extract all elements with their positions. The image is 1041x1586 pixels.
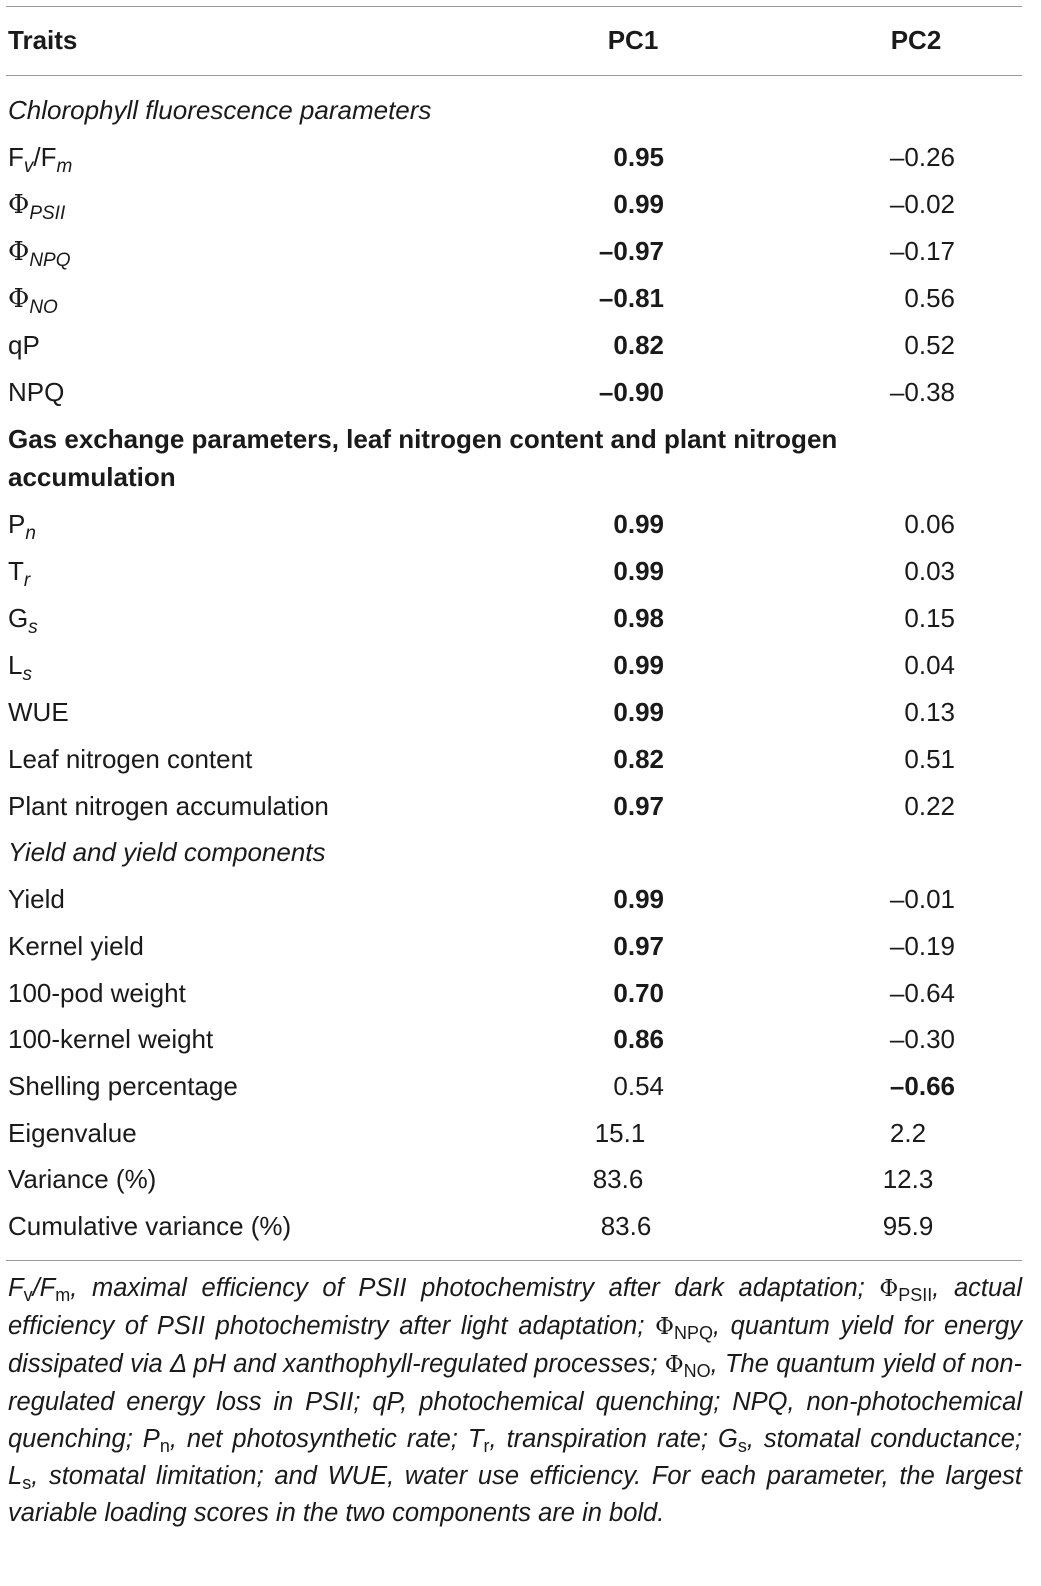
pc1-value: 0.95 bbox=[613, 142, 664, 172]
table-row: 100-pod weight 0.70 –0.64 bbox=[0, 970, 1041, 1017]
trait-label: 100-pod weight bbox=[8, 978, 186, 1008]
pc2-value: –0.38 bbox=[889, 377, 955, 407]
trait-label: 100-kernel weight bbox=[8, 1024, 214, 1054]
table-row: Ls 0.99 0.04 bbox=[0, 642, 1041, 689]
trait-label: NPQ bbox=[8, 377, 65, 407]
table-row: Eigenvalue 15.1 2.2 bbox=[0, 1110, 1041, 1157]
table-row: Cumulative variance (%) 83.6 95.9 bbox=[0, 1203, 1041, 1250]
pc1-value: 0.82 bbox=[613, 744, 664, 774]
pc1-value: 0.82 bbox=[613, 330, 664, 360]
section-title: Chlorophyll fluorescence parameters bbox=[8, 95, 432, 125]
table-row: ΦNO –0.81 0.56 bbox=[0, 275, 1041, 322]
trait-label: Eigenvalue bbox=[8, 1118, 137, 1148]
trait-label: Ls bbox=[8, 650, 32, 685]
pc2-value: –0.64 bbox=[889, 978, 955, 1008]
table-row: Gs 0.98 0.15 bbox=[0, 595, 1041, 642]
pc2-value: –0.02 bbox=[889, 189, 955, 219]
table-row: Fv/Fm 0.95 –0.26 bbox=[0, 134, 1041, 181]
pc1-value: 0.99 bbox=[613, 556, 664, 586]
trait-label: ΦNO bbox=[8, 284, 58, 318]
pc2-value: 0.51 bbox=[904, 744, 955, 774]
table-row: 100-kernel weight 0.86 –0.30 bbox=[0, 1016, 1041, 1063]
table-row: Shelling percentage 0.54 –0.66 bbox=[0, 1063, 1041, 1110]
trait-label: Variance (%) bbox=[8, 1164, 157, 1194]
pc2-value: 0.06 bbox=[904, 509, 955, 539]
pc1-value: 0.86 bbox=[613, 1024, 664, 1054]
pc1-value: 0.99 bbox=[613, 884, 664, 914]
table-row: Plant nitrogen accumulation 0.97 0.22 bbox=[0, 783, 1041, 830]
pc2-value: 0.52 bbox=[904, 330, 955, 360]
pc2-value: 2.2 bbox=[889, 1118, 927, 1148]
pc1-value: 0.99 bbox=[613, 650, 664, 680]
pc2-value: 0.03 bbox=[904, 556, 955, 586]
table-row: Tr 0.99 0.03 bbox=[0, 548, 1041, 595]
trait-label: Kernel yield bbox=[8, 931, 144, 961]
table-row: Yield 0.99 –0.01 bbox=[0, 876, 1041, 923]
table-row: Pn 0.99 0.06 bbox=[0, 501, 1041, 548]
pc2-value: –0.26 bbox=[889, 142, 955, 172]
pc2-value: –0.30 bbox=[889, 1024, 955, 1054]
pc1-value: 0.99 bbox=[613, 697, 664, 727]
table-footnote: Fv/Fm, maximal efficiency of PSII photoc… bbox=[8, 1274, 1022, 1527]
trait-label: Gs bbox=[8, 603, 38, 638]
pc1-value: 0.97 bbox=[613, 931, 664, 961]
pc1-value: –0.81 bbox=[598, 283, 664, 313]
section-gas-exchange: Gas exchange parameters, leaf nitrogen c… bbox=[8, 424, 838, 492]
pc2-value: 0.13 bbox=[904, 697, 955, 727]
trait-label: qP bbox=[8, 330, 40, 360]
section-title: Yield and yield components bbox=[8, 837, 326, 867]
pc2-value: –0.66 bbox=[889, 1071, 955, 1101]
pc1-value: 0.54 bbox=[613, 1071, 664, 1101]
top-rule bbox=[6, 6, 1022, 7]
trait-label: Leaf nitrogen content bbox=[8, 744, 253, 774]
trait-label: Fv/Fm bbox=[8, 142, 73, 177]
pc2-value: 0.04 bbox=[904, 650, 955, 680]
pc1-value: 0.98 bbox=[613, 603, 664, 633]
table-row: Variance (%) 83.6 12.3 bbox=[0, 1156, 1041, 1203]
table-row: Kernel yield 0.97 –0.19 bbox=[0, 923, 1041, 970]
pc1-value: –0.90 bbox=[598, 377, 664, 407]
pc1-value: 0.99 bbox=[613, 509, 664, 539]
table-row: ΦPSII 0.99 –0.02 bbox=[0, 181, 1041, 228]
trait-label: Pn bbox=[8, 509, 36, 544]
table-row: ΦNPQ –0.97 –0.17 bbox=[0, 228, 1041, 275]
pc1-value: 0.97 bbox=[613, 791, 664, 821]
bottom-rule bbox=[6, 1260, 1022, 1261]
pc1-value: 83.6 bbox=[600, 1211, 652, 1241]
section-chlorophyll: Chlorophyll fluorescence parameters bbox=[0, 87, 1041, 134]
table-row: Leaf nitrogen content 0.82 0.51 bbox=[0, 736, 1041, 783]
section-yield: Yield and yield components bbox=[0, 829, 1041, 876]
trait-label: ΦPSII bbox=[8, 190, 66, 224]
trait-label: ΦNPQ bbox=[8, 237, 71, 271]
pc2-value: 95.9 bbox=[882, 1211, 934, 1241]
trait-label: Shelling percentage bbox=[8, 1071, 238, 1101]
pc2-value: –0.01 bbox=[889, 884, 955, 914]
header-pc2: PC2 bbox=[890, 25, 942, 55]
header-traits: Traits bbox=[8, 25, 78, 55]
pc2-value: 0.15 bbox=[904, 603, 955, 633]
table-row: WUE 0.99 0.13 bbox=[0, 689, 1041, 736]
header-rule bbox=[6, 75, 1022, 76]
pc1-value: –0.97 bbox=[598, 236, 664, 266]
pc1-value: 0.99 bbox=[613, 189, 664, 219]
pc1-value: 83.6 bbox=[592, 1164, 644, 1194]
pc2-value: 12.3 bbox=[882, 1164, 934, 1194]
table-row: NPQ –0.90 –0.38 bbox=[0, 369, 1041, 416]
table-row: qP 0.82 0.52 bbox=[0, 322, 1041, 369]
trait-label: Tr bbox=[8, 556, 31, 591]
trait-label: Plant nitrogen accumulation bbox=[8, 791, 329, 821]
trait-label: Cumulative variance (%) bbox=[8, 1211, 292, 1241]
pc2-value: –0.17 bbox=[889, 236, 955, 266]
pc2-value: 0.22 bbox=[904, 791, 955, 821]
table-header: Traits PC1 PC2 bbox=[0, 17, 1041, 64]
header-pc1: PC1 bbox=[607, 25, 659, 55]
pc1-value: 0.70 bbox=[613, 978, 664, 1008]
trait-label: WUE bbox=[8, 697, 69, 727]
pc1-value: 15.1 bbox=[594, 1118, 646, 1148]
pc2-value: –0.19 bbox=[889, 931, 955, 961]
pc2-value: 0.56 bbox=[904, 283, 955, 313]
trait-label: Yield bbox=[8, 884, 65, 914]
